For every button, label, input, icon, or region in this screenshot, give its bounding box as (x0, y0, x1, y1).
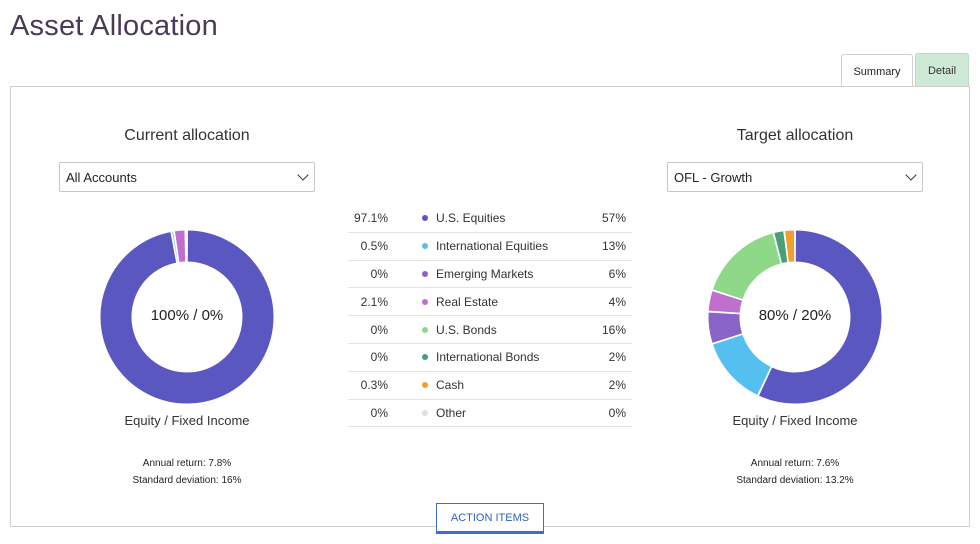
legend-swatch-icon (422, 243, 428, 250)
allocation-panel: Current allocation All Accounts 100% / 0… (10, 86, 970, 534)
donut-slice-u-s-bonds[interactable] (711, 232, 782, 301)
current-accounts-select[interactable]: All Accounts (59, 162, 315, 192)
view-tabs: Summary Detail (841, 53, 969, 88)
current-caption: Equity / Fixed Income (124, 413, 250, 428)
current-annual-return: Annual return: 7.8% (142, 458, 232, 469)
target-percent: 57% (601, 211, 626, 226)
current-percent: 97.1% (353, 211, 388, 226)
donut-slice-real-estate[interactable] (707, 289, 744, 314)
asset-class-name: Real Estate (436, 294, 499, 309)
legend-row: 97.1% U.S. Equities 57% (348, 205, 632, 233)
legend-swatch-icon (422, 409, 428, 416)
current-percent: 2.1% (360, 294, 388, 309)
target-caption: Equity / Fixed Income (732, 413, 858, 428)
current-equity-fixed-ratio: 100% / 0% (150, 307, 224, 324)
current-percent: 0% (370, 350, 388, 365)
target-model-select[interactable]: OFL - Growth (667, 162, 923, 192)
donut-slice-international-bonds[interactable] (773, 230, 789, 265)
asset-class-name: Cash (436, 378, 465, 393)
donut-slice-emerging-markets[interactable] (707, 311, 744, 345)
asset-class-name: International Equities (436, 239, 549, 254)
legend-row: 0.3% Cash 2% (348, 372, 632, 400)
asset-class-name: International Bonds (436, 350, 540, 365)
tab-detail[interactable]: Detail (915, 53, 969, 87)
current-percent: 0.3% (360, 378, 388, 393)
donut-slice-u-s-equities[interactable] (757, 229, 883, 405)
legend-swatch-icon (422, 382, 428, 389)
legend-swatch-icon (422, 326, 428, 333)
target-percent: 4% (608, 294, 626, 309)
target-allocation-heading: Target allocation (736, 127, 854, 144)
legend-swatch-icon (422, 354, 428, 361)
asset-class-name: U.S. Bonds (436, 322, 497, 337)
asset-class-name: Emerging Markets (436, 266, 534, 281)
action-items-button[interactable]: ACTION ITEMS (436, 503, 544, 534)
current-std-dev: Standard deviation: 16% (132, 475, 242, 486)
chevron-down-icon (297, 169, 309, 181)
donut-slice-cash[interactable] (783, 229, 796, 263)
target-percent: 0% (608, 405, 626, 420)
current-percent: 0% (370, 405, 388, 420)
donut-slice-u-s-equities[interactable] (99, 229, 275, 405)
target-annual-return: Annual return: 7.6% (750, 458, 840, 469)
current-percent: 0.5% (360, 239, 388, 254)
legend-row: 0% Emerging Markets 6% (348, 261, 632, 289)
target-allocation-donut (707, 229, 883, 405)
chevron-down-icon (905, 169, 917, 181)
page-title: Asset Allocation (10, 10, 218, 42)
donut-slice-international-equities[interactable] (171, 230, 180, 264)
tab-summary[interactable]: Summary (841, 54, 913, 88)
current-percent: 0% (370, 322, 388, 337)
target-equity-fixed-ratio: 80% / 20% (758, 307, 832, 324)
current-allocation-donut (99, 229, 275, 405)
target-percent: 13% (601, 239, 626, 254)
legend-row: 0% International Bonds 2% (348, 344, 632, 372)
legend-swatch-icon (422, 270, 428, 277)
target-percent: 6% (608, 266, 626, 281)
target-std-dev: Standard deviation: 13.2% (736, 475, 854, 486)
target-select-value: OFL - Growth (674, 169, 753, 185)
target-percent: 2% (608, 350, 626, 365)
current-allocation-heading: Current allocation (124, 127, 250, 144)
current-percent: 0% (370, 266, 388, 281)
current-select-value: All Accounts (66, 169, 137, 185)
donut-slice-real-estate[interactable] (173, 229, 187, 264)
legend-row: 0.5% International Equities 13% (348, 233, 632, 261)
asset-class-name: Other (436, 405, 467, 420)
donut-slice-cash[interactable] (185, 229, 188, 263)
legend-row: 2.1% Real Estate 4% (348, 288, 632, 317)
target-percent: 2% (608, 378, 626, 393)
legend-row: 0% U.S. Bonds 16% (348, 316, 632, 344)
donut-slice-international-equities[interactable] (711, 333, 772, 397)
asset-class-legend: 97.1% U.S. Equities 57% 0.5% International E… (348, 205, 632, 428)
legend-swatch-icon (422, 298, 428, 305)
asset-class-name: U.S. Equities (436, 211, 506, 226)
target-percent: 16% (601, 322, 626, 337)
legend-swatch-icon (422, 215, 428, 222)
legend-row: 0% Other 0% (348, 400, 632, 428)
